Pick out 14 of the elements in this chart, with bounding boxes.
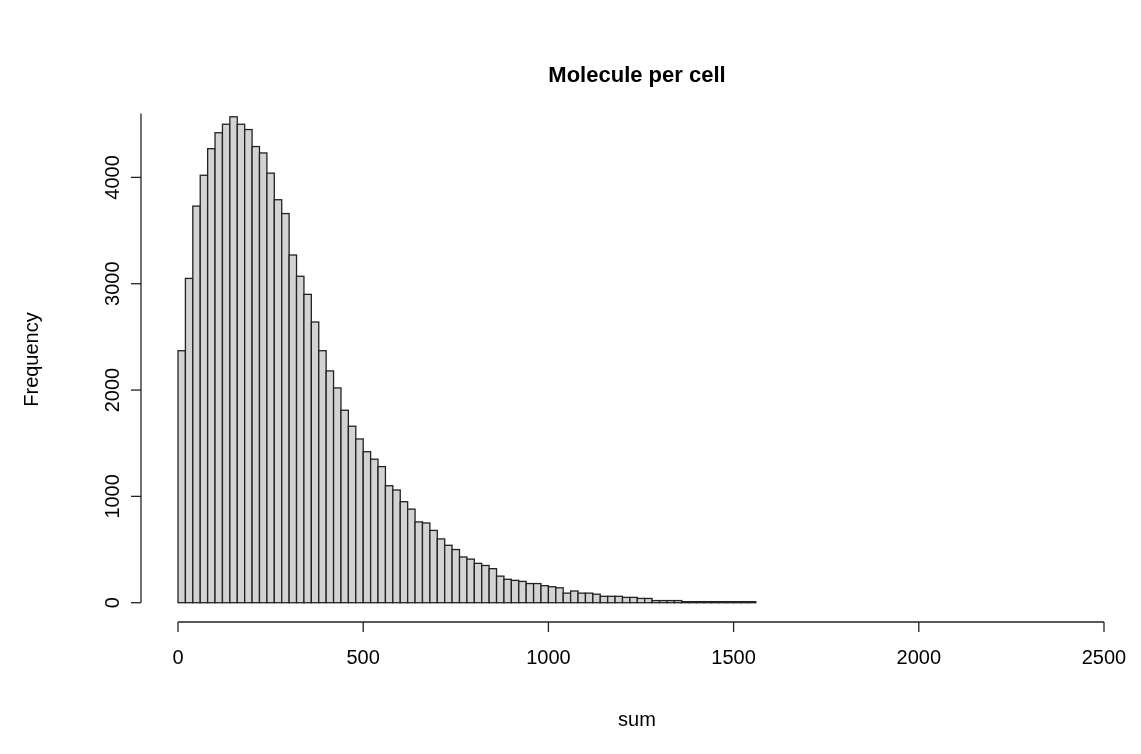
y-tick-label: 2000 bbox=[101, 367, 123, 413]
x-tick-label: 1000 bbox=[526, 646, 571, 668]
x-tick-label: 0 bbox=[172, 646, 184, 668]
x-tick-label: 2000 bbox=[896, 646, 942, 668]
y-tick-label: 1000 bbox=[101, 474, 123, 519]
x-tick-label: 1500 bbox=[711, 646, 756, 668]
chart-title: Molecule per cell bbox=[548, 62, 726, 87]
y-tick-label: 0 bbox=[101, 597, 123, 609]
x-tick-label: 500 bbox=[346, 646, 380, 668]
x-tick-label: 2500 bbox=[1081, 646, 1127, 668]
y-axis-title: Frequency bbox=[20, 312, 42, 407]
y-tick-label: 3000 bbox=[101, 261, 123, 306]
x-axis-title: sum bbox=[618, 708, 656, 730]
y-tick-label: 4000 bbox=[101, 155, 123, 200]
